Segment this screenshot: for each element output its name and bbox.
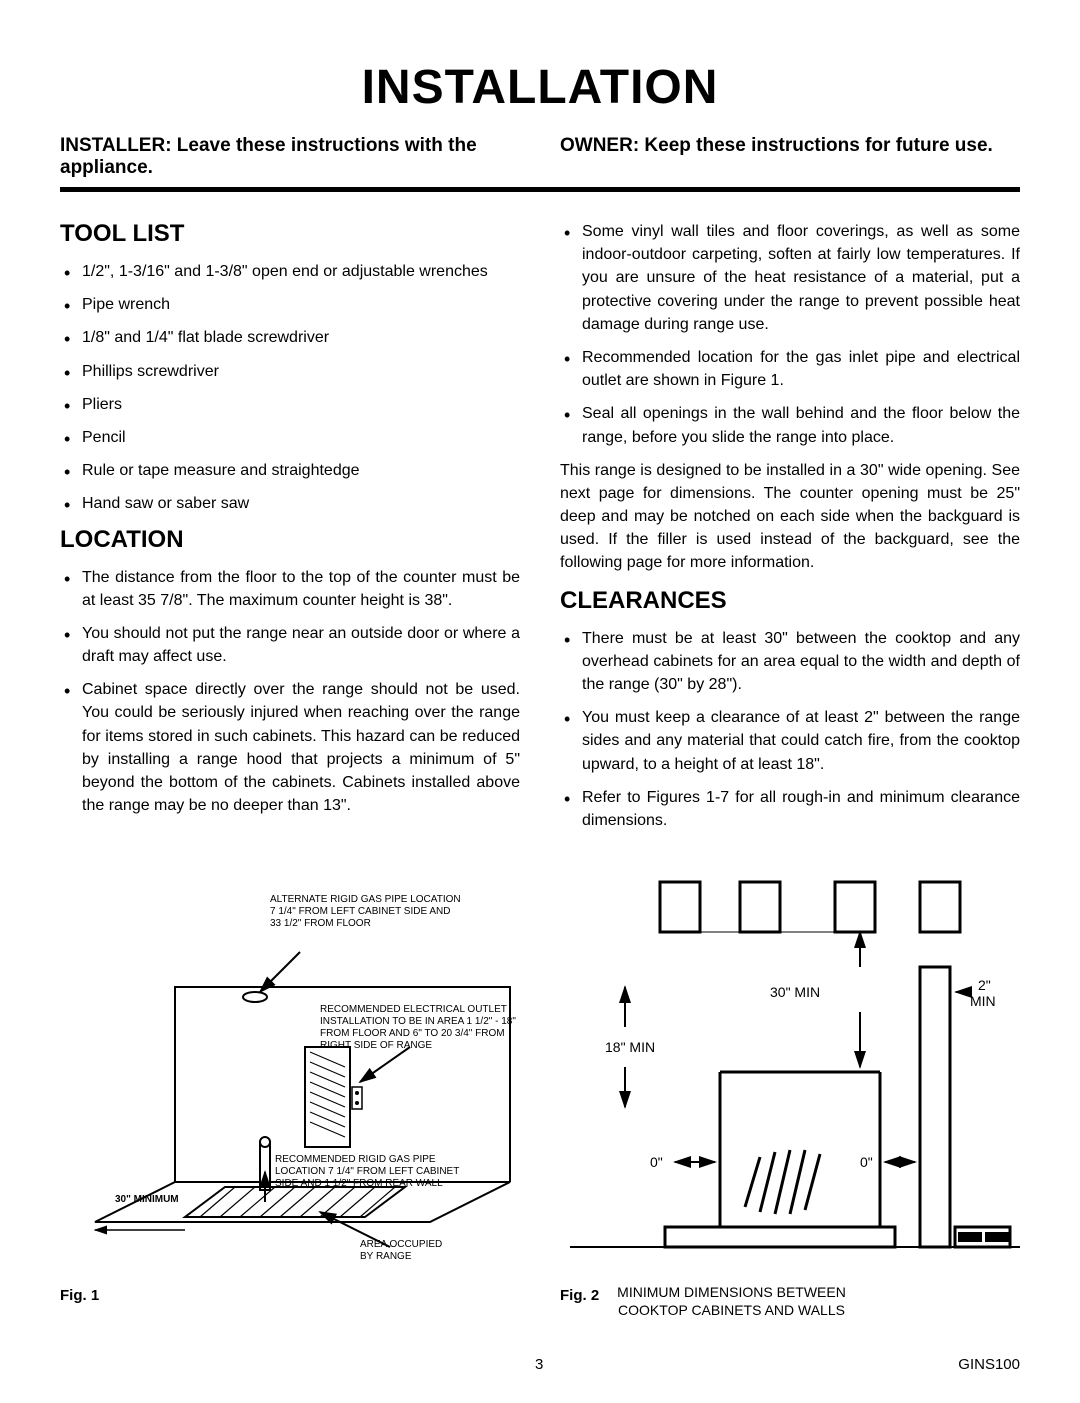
page-title: INSTALLATION — [60, 60, 1020, 115]
right-column: Some vinyl wall tiles and floor covering… — [560, 210, 1020, 842]
clearances-heading: CLEARANCES — [560, 587, 1020, 615]
fig2-18min: 18" MIN — [605, 1039, 655, 1055]
list-item: You should not put the range near an out… — [60, 622, 520, 668]
fig1-area-l2: BY RANGE — [360, 1251, 412, 1262]
fig1-elec-l2: INSTALLATION TO BE IN AREA 1 1/2" - 18" — [320, 1016, 516, 1027]
fig2-2min-l2: MIN — [970, 993, 996, 1009]
tool-list-heading: TOOL LIST — [60, 220, 520, 248]
footer: 3 GINS100 — [60, 1356, 1020, 1373]
fig2-caption-l2: COOKTOP CABINETS AND WALLS — [617, 1301, 846, 1319]
location-heading: LOCATION — [60, 526, 520, 554]
location-list-right: Some vinyl wall tiles and floor covering… — [560, 220, 1020, 449]
list-item: Cabinet space directly over the range sh… — [60, 678, 520, 817]
list-item: Recommended location for the gas inlet p… — [560, 346, 1020, 392]
fig1-rigid-l3: SIDE AND 1 1/2" FROM REAR WALL — [275, 1178, 443, 1189]
list-item: The distance from the floor to the top o… — [60, 566, 520, 612]
list-item: Some vinyl wall tiles and floor covering… — [560, 220, 1020, 336]
fig1-elec-l1: RECOMMENDED ELECTRICAL OUTLET — [320, 1004, 507, 1015]
fig2-2min-l1: 2" — [978, 977, 991, 993]
list-item: Pliers — [60, 393, 520, 416]
figure-2-svg: 30" MIN 2" MIN 18" MIN 0" 0" — [560, 872, 1030, 1272]
fig2-caption-l1: MINIMUM DIMENSIONS BETWEEN — [617, 1283, 846, 1301]
left-column: TOOL LIST 1/2", 1-3/16" and 1-3/8" open … — [60, 210, 520, 842]
fig1-rigid-l1: RECOMMENDED RIGID GAS PIPE — [275, 1154, 436, 1165]
tool-list: 1/2", 1-3/16" and 1-3/8" open end or adj… — [60, 260, 520, 516]
location-list-left: The distance from the floor to the top o… — [60, 566, 520, 818]
list-item: There must be at least 30" between the c… — [560, 627, 1020, 697]
list-item: You must keep a clearance of at least 2"… — [560, 706, 1020, 776]
clearances-list: There must be at least 30" between the c… — [560, 627, 1020, 833]
list-item: Pencil — [60, 426, 520, 449]
fig2-0-left: 0" — [650, 1154, 663, 1170]
figure-1-svg: ALTERNATE RIGID GAS PIPE LOCATION 7 1/4"… — [60, 872, 530, 1272]
fig1-elec-l3: FROM FLOOR AND 6" TO 20 3/4" FROM — [320, 1028, 505, 1039]
fig1-label: Fig. 1 — [60, 1287, 530, 1304]
fig1-alt-gas-l2: 7 1/4" FROM LEFT CABINET SIDE AND — [270, 906, 450, 917]
content-columns: TOOL LIST 1/2", 1-3/16" and 1-3/8" open … — [60, 210, 1020, 842]
list-item: Pipe wrench — [60, 293, 520, 316]
owner-notice: OWNER: Keep these instructions for futur… — [560, 135, 1020, 179]
installer-notice: INSTALLER: Leave these instructions with… — [60, 135, 520, 179]
fig1-area-l1: AREA OCCUPIED — [360, 1239, 442, 1250]
list-item: Phillips screwdriver — [60, 360, 520, 383]
fig1-min-width: 30" MINIMUM — [115, 1194, 179, 1205]
fig1-alt-gas-l1: ALTERNATE RIGID GAS PIPE LOCATION — [270, 894, 461, 905]
page-number: 3 — [120, 1356, 958, 1373]
fig2-30min: 30" MIN — [770, 984, 820, 1000]
figures-row: ALTERNATE RIGID GAS PIPE LOCATION 7 1/4"… — [60, 872, 1020, 1319]
fig1-alt-gas-l3: 33 1/2" FROM FLOOR — [270, 918, 371, 929]
list-item: Hand saw or saber saw — [60, 492, 520, 515]
list-item: Refer to Figures 1-7 for all rough-in an… — [560, 786, 1020, 832]
fig2-caption: MINIMUM DIMENSIONS BETWEEN COOKTOP CABIN… — [617, 1283, 846, 1319]
fig1-rigid-l2: LOCATION 7 1/4" FROM LEFT CABINET — [275, 1166, 459, 1177]
list-item: 1/2", 1-3/16" and 1-3/8" open end or adj… — [60, 260, 520, 283]
list-item: Seal all openings in the wall behind and… — [560, 402, 1020, 448]
fig1-elec-l4: RIGHT SIDE OF RANGE — [320, 1040, 432, 1051]
figure-1: ALTERNATE RIGID GAS PIPE LOCATION 7 1/4"… — [60, 872, 530, 1319]
fig2-label: Fig. 2 — [560, 1287, 599, 1304]
top-rule — [60, 187, 1020, 192]
figure-2: 30" MIN 2" MIN 18" MIN 0" 0" Fig. 2 MINI… — [560, 872, 1030, 1319]
list-item: 1/8" and 1/4" flat blade screwdriver — [60, 326, 520, 349]
doc-id: GINS100 — [958, 1356, 1020, 1373]
location-paragraph: This range is designed to be installed i… — [560, 459, 1020, 575]
fig2-0-right: 0" — [860, 1154, 873, 1170]
list-item: Rule or tape measure and straightedge — [60, 459, 520, 482]
notice-row: INSTALLER: Leave these instructions with… — [60, 135, 1020, 179]
